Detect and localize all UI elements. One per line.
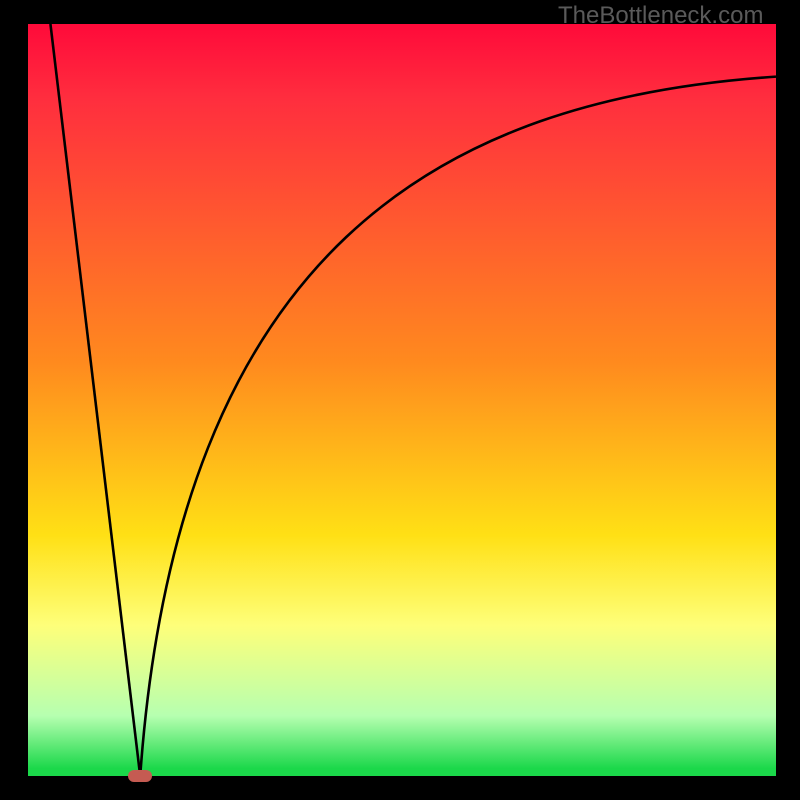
chart-frame: TheBottleneck.com [0,0,800,800]
gradient-plot-area [28,24,776,776]
valley-marker [128,770,152,782]
watermark-text: TheBottleneck.com [558,2,763,30]
